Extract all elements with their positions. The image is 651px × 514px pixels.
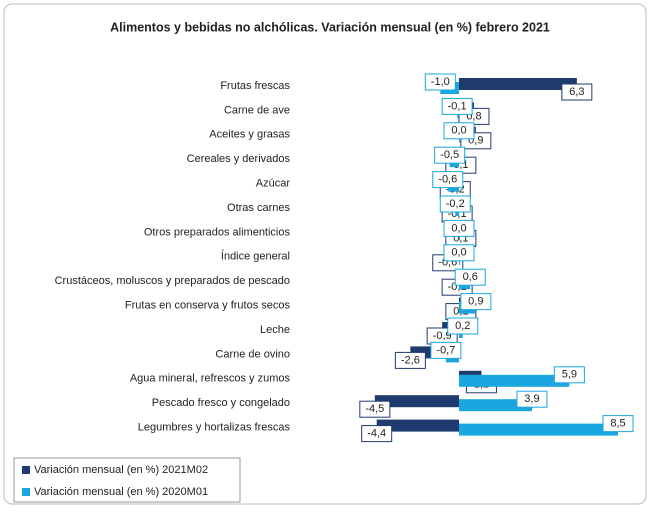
- value-label: 0,0: [451, 125, 466, 137]
- value-label-box: [432, 171, 464, 189]
- category-label: Cereales y derivados: [187, 153, 291, 165]
- value-label-box: [454, 268, 486, 286]
- bar: [376, 419, 459, 432]
- value-label: -0,1: [448, 100, 467, 112]
- value-label: 3,9: [524, 393, 539, 405]
- category-label: Aceites y grasas: [209, 129, 290, 141]
- legend-label: Variación mensual (en %) 2020M01: [34, 486, 208, 498]
- value-label-box: [441, 97, 473, 115]
- legend-swatch: [22, 488, 30, 496]
- legend-label: Variación mensual (en %) 2021M02: [34, 464, 208, 476]
- legend-swatch: [22, 466, 30, 474]
- value-label: -0,9: [433, 330, 452, 342]
- category-label: Pescado fresco y congelado: [152, 397, 290, 409]
- value-label-box: [439, 195, 471, 213]
- value-label: 0,2: [455, 320, 470, 332]
- value-label-box: [602, 415, 634, 433]
- value-label: 0,0: [451, 222, 466, 234]
- value-label: 5,9: [562, 369, 577, 381]
- value-label: -1,0: [431, 76, 450, 88]
- bar: [459, 423, 618, 436]
- category-label: Índice general: [221, 250, 290, 263]
- legend-frame: [13, 457, 241, 503]
- value-label: -0,6: [438, 174, 457, 186]
- value-label: -2,6: [401, 354, 420, 366]
- value-label: 0,6: [463, 271, 478, 283]
- value-label-box: [447, 317, 479, 335]
- bar: [459, 399, 532, 412]
- value-label-box: [434, 146, 466, 164]
- value-label-box: [443, 122, 475, 140]
- category-label: Crustáceos, moluscos y preparados de pes…: [55, 275, 290, 287]
- value-label-box: [561, 83, 593, 101]
- category-label: Otros preparados alimenticios: [144, 226, 291, 238]
- value-label: 8,5: [610, 418, 625, 430]
- value-label: -0,7: [436, 344, 455, 356]
- value-label: 0,9: [468, 296, 483, 308]
- value-label: 6,3: [569, 86, 584, 98]
- value-label-box: [430, 341, 462, 359]
- category-label: Azúcar: [256, 178, 291, 190]
- value-label: -0,2: [446, 198, 465, 210]
- value-label-box: [516, 390, 548, 408]
- value-label-box: [443, 244, 475, 262]
- category-label: Frutas en conserva y frutos secos: [125, 300, 291, 312]
- value-label: -4,4: [367, 428, 386, 440]
- value-label-box: [361, 425, 393, 443]
- value-label-box: [424, 73, 456, 91]
- value-label: 0,0: [451, 247, 466, 259]
- chart-title: Alimentos y bebidas no alchólicas. Varia…: [110, 20, 550, 34]
- value-label: -0,5: [440, 149, 459, 161]
- category-label: Carne de ave: [224, 104, 290, 116]
- bar: [459, 78, 577, 90]
- value-label: -4,5: [365, 403, 384, 415]
- category-label: Agua mineral, refrescos y zumos: [130, 373, 291, 385]
- bar: [374, 395, 459, 408]
- category-label: Carne de ovino: [215, 348, 290, 360]
- value-label-box: [394, 351, 426, 369]
- bar: [459, 374, 570, 387]
- value-label-box: [460, 293, 492, 311]
- value-label-box: [359, 400, 391, 418]
- category-label: Leche: [260, 324, 290, 336]
- category-label: Legumbres y hortalizas frescas: [138, 422, 291, 434]
- category-label: Frutas frescas: [220, 80, 290, 92]
- value-label-box: [553, 366, 585, 384]
- category-label: Otras carnes: [227, 202, 290, 214]
- value-label-box: [443, 219, 475, 237]
